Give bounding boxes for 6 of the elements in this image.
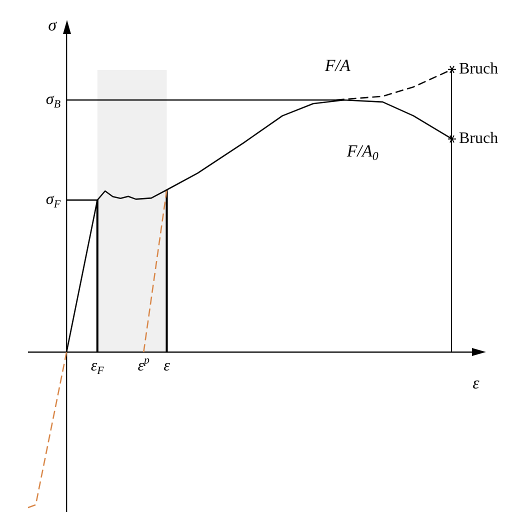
- x-tick-label: ε: [164, 357, 171, 374]
- y-axis-title: σ: [48, 15, 58, 34]
- text: Bruch: [459, 60, 498, 78]
- x-axis-title: ε: [472, 374, 480, 393]
- series-label: F/A: [324, 56, 351, 75]
- text: Bruch: [459, 130, 498, 148]
